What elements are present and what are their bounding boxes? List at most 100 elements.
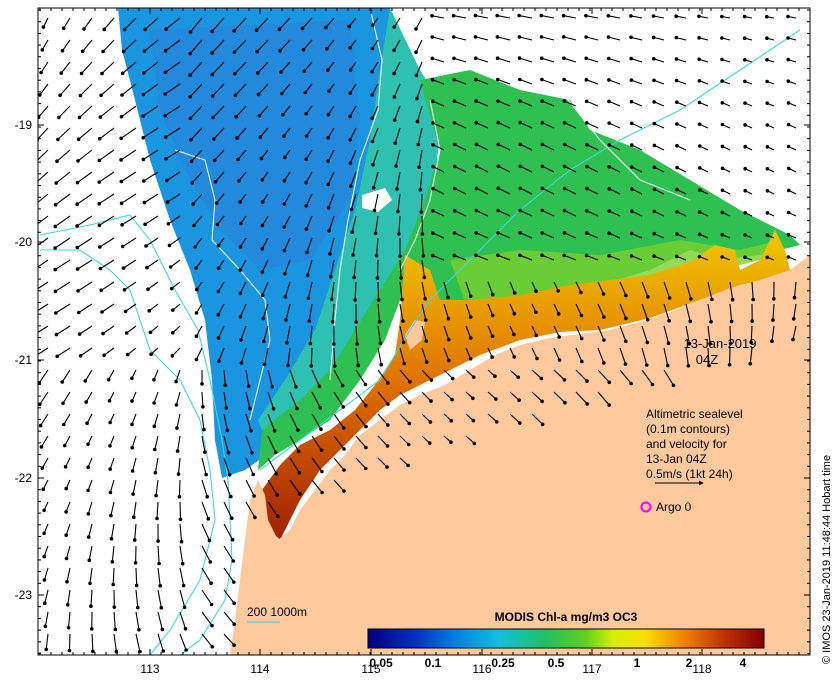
velocity-arrow-icon (432, 79, 445, 85)
velocity-arrowhead-icon (32, 247, 36, 251)
velocity-arrowhead-icon (232, 601, 236, 605)
velocity-arrowhead-icon (210, 94, 215, 98)
velocity-arrow-icon (305, 149, 313, 160)
velocity-arrowhead-icon (97, 158, 102, 163)
velocity-arrowhead-icon (786, 57, 790, 62)
velocity-arrow-icon (399, 281, 403, 300)
velocity-arrow-icon (61, 369, 71, 383)
velocity-arrowhead-icon (157, 561, 161, 566)
velocity-arrowhead-icon (697, 166, 702, 170)
velocity-arrow-icon (399, 347, 405, 364)
velocity-arrow-icon (311, 457, 323, 472)
velocity-arrow-icon (131, 413, 137, 425)
velocity-arrowhead-icon (164, 27, 168, 31)
velocity-arrow-icon (217, 281, 225, 292)
velocity-arrowhead-icon (238, 291, 243, 296)
velocity-arrowhead-icon (518, 231, 522, 235)
velocity-arrow-icon (609, 210, 621, 217)
velocity-arrow-icon (245, 369, 250, 387)
velocity-arrow-icon (165, 149, 181, 160)
velocity-arrowhead-icon (75, 224, 79, 228)
velocity-arrowhead-icon (765, 255, 769, 260)
velocity-arrow-icon (619, 325, 627, 342)
velocity-arrowhead-icon (169, 286, 174, 291)
velocity-arrow-icon (355, 325, 358, 344)
velocity-arrow-icon (63, 413, 71, 425)
velocity-arrow-icon (142, 127, 159, 139)
velocity-arrowhead-icon (163, 135, 168, 139)
velocity-arrowhead-icon (646, 295, 650, 299)
velocity-arrowhead-icon (332, 342, 336, 346)
velocity-arrowhead-icon (386, 381, 390, 385)
velocity-arrowhead-icon (307, 319, 312, 323)
velocity-arrowhead-icon (468, 315, 473, 319)
velocity-arrowhead-icon (743, 144, 747, 149)
velocity-arrow-icon (41, 39, 49, 51)
velocity-arrowhead-icon (275, 493, 280, 497)
velocity-arrowhead-icon (273, 450, 278, 455)
velocity-arrowhead-icon (210, 29, 214, 34)
velocity-arrow-icon (38, 369, 49, 384)
velocity-arrowhead-icon (108, 490, 113, 495)
velocity-arrowhead-icon (630, 187, 634, 191)
velocity-arrow-icon (194, 237, 203, 248)
velocity-arrowhead-icon (146, 287, 150, 292)
velocity-arrow-icon (100, 83, 115, 96)
velocity-arrow-icon (327, 127, 335, 139)
velocity-arrowhead-icon (88, 581, 92, 586)
velocity-arrowhead-icon (430, 78, 435, 82)
velocity-arrow-icon (201, 611, 213, 626)
velocity-arrow-icon (399, 391, 411, 403)
velocity-arrow-icon (586, 210, 599, 217)
velocity-arrow-icon (326, 39, 335, 50)
velocity-arrowhead-icon (283, 272, 287, 276)
velocity-arrow-icon (475, 100, 489, 107)
velocity-arrow-icon (135, 633, 141, 652)
velocity-arrowhead-icon (650, 382, 655, 387)
velocity-arrowhead-icon (141, 135, 145, 140)
velocity-arrowhead-icon (163, 113, 168, 118)
velocity-arrowhead-icon (119, 201, 124, 205)
velocity-arrowhead-icon (43, 601, 47, 605)
velocity-arrow-icon (245, 457, 254, 475)
velocity-arrowhead-icon (54, 332, 59, 337)
velocity-arrowhead-icon (377, 320, 382, 324)
velocity-arrowhead-icon (720, 144, 725, 149)
velocity-arrowhead-icon (450, 397, 454, 402)
velocity-arrowhead-icon (178, 517, 183, 522)
velocity-arrow-icon (509, 413, 521, 424)
lat-axis: -19 -20 -21 -22 -23 (15, 118, 33, 602)
velocity-arrowhead-icon (101, 49, 105, 54)
velocity-arrowhead-icon (325, 47, 329, 51)
velocity-arrow-icon (235, 105, 247, 118)
velocity-arrowhead-icon (328, 252, 332, 256)
velocity-arrow-icon (262, 281, 269, 296)
velocity-arrowhead-icon (60, 380, 64, 384)
velocity-arrow-icon (40, 413, 49, 426)
velocity-arrow-icon (475, 79, 489, 85)
velocity-arrowhead-icon (260, 293, 265, 298)
velocity-arrow-icon (332, 303, 335, 322)
velocity-arrowhead-icon (585, 402, 589, 406)
velocity-arrowhead-icon (163, 70, 168, 75)
velocity-arrowhead-icon (42, 531, 46, 536)
velocity-arrow-icon (519, 254, 533, 261)
velocity-arrowhead-icon (232, 622, 236, 626)
velocity-arrow-icon (575, 325, 583, 339)
velocity-arrow-icon (217, 325, 225, 339)
velocity-arrowhead-icon (40, 48, 45, 52)
velocity-arrow-icon (201, 523, 210, 541)
lon-tick-label: 118 (692, 662, 711, 676)
velocity-arrow-icon (124, 17, 137, 30)
velocity-arrowhead-icon (386, 402, 390, 406)
velocity-arrow-icon (171, 347, 181, 357)
velocity-arrowhead-icon (304, 134, 309, 138)
velocity-arrow-icon (399, 435, 410, 445)
velocity-arrowhead-icon (53, 202, 58, 207)
velocity-arrow-icon (541, 254, 555, 261)
velocity-arrow-icon (374, 215, 379, 234)
velocity-arrowhead-icon (720, 101, 725, 105)
velocity-arrowhead-icon (145, 265, 149, 270)
velocity-arrow-icon (287, 347, 291, 366)
velocity-arrowhead-icon (474, 186, 479, 191)
